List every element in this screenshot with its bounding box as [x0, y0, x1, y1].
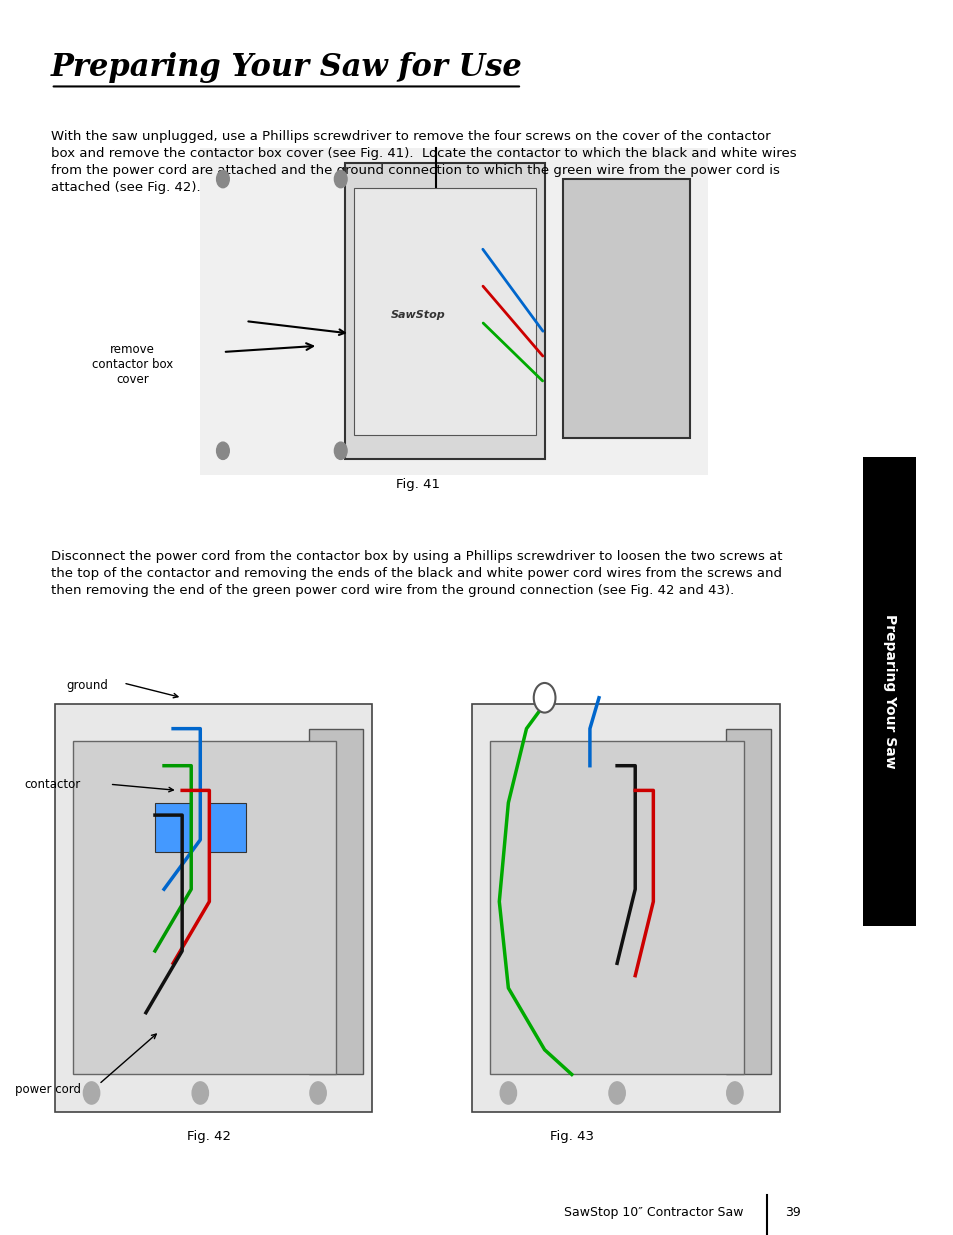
Bar	[73, 741, 335, 1074]
Text: Fig. 41: Fig. 41	[395, 478, 439, 492]
Circle shape	[335, 170, 347, 188]
Circle shape	[83, 1082, 100, 1104]
Bar	[345, 163, 544, 459]
Circle shape	[192, 1082, 208, 1104]
Circle shape	[216, 170, 229, 188]
Text: contactor: contactor	[25, 778, 81, 790]
Text: SawStop: SawStop	[390, 310, 445, 320]
Text: ground: ground	[66, 679, 108, 692]
Text: SawStop 10″ Contractor Saw: SawStop 10″ Contractor Saw	[564, 1207, 743, 1219]
Bar	[309, 729, 363, 1074]
Circle shape	[533, 683, 555, 713]
Bar	[154, 803, 191, 852]
Text: 39: 39	[784, 1207, 800, 1219]
Text: Preparing Your Saw for Use: Preparing Your Saw for Use	[51, 52, 522, 83]
Circle shape	[310, 1082, 326, 1104]
Bar	[200, 148, 707, 475]
Bar	[55, 704, 372, 1112]
Circle shape	[216, 442, 229, 459]
Text: Disconnect the power cord from the contactor box by using a Phillips screwdriver: Disconnect the power cord from the conta…	[51, 550, 781, 597]
Bar	[354, 188, 535, 435]
Circle shape	[608, 1082, 624, 1104]
Circle shape	[499, 1082, 516, 1104]
Text: power cord: power cord	[14, 1083, 81, 1095]
Bar	[472, 704, 780, 1112]
Bar	[490, 741, 743, 1074]
Bar	[562, 179, 689, 438]
Bar	[725, 729, 770, 1074]
Circle shape	[726, 1082, 742, 1104]
Text: Fig. 43: Fig. 43	[549, 1130, 593, 1144]
Text: Fig. 42: Fig. 42	[187, 1130, 232, 1144]
Text: Preparing Your Saw: Preparing Your Saw	[882, 614, 896, 769]
Circle shape	[335, 442, 347, 459]
Bar	[209, 803, 245, 852]
Text: With the saw unplugged, use a Phillips screwdriver to remove the four screws on : With the saw unplugged, use a Phillips s…	[51, 130, 796, 194]
Text: remove
contactor box
cover: remove contactor box cover	[91, 343, 172, 385]
